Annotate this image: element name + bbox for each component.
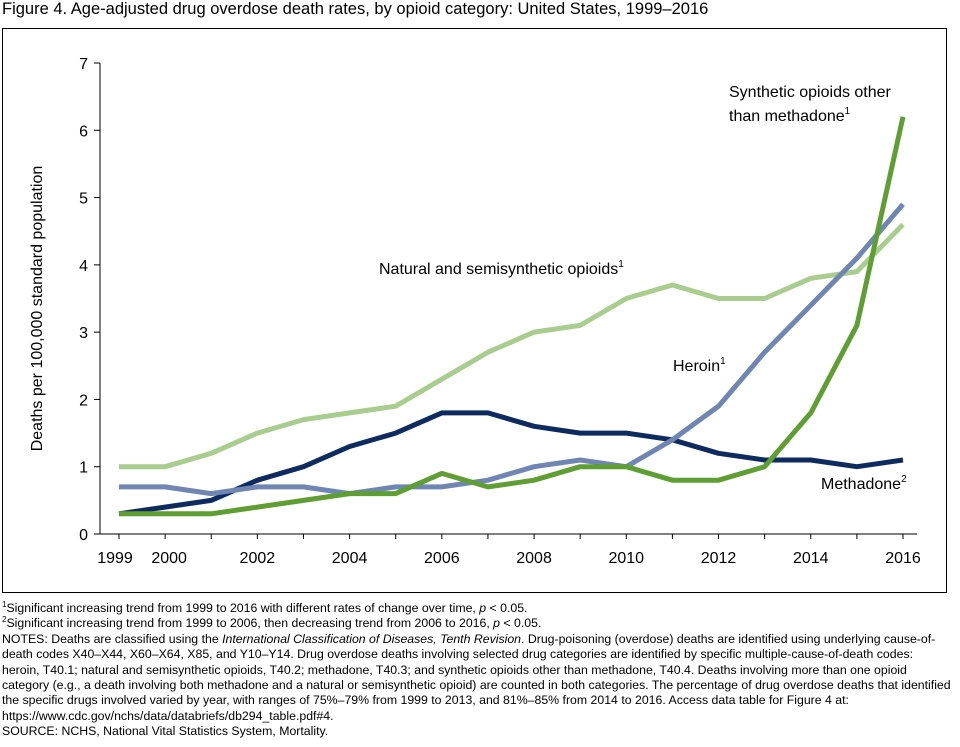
series-label: Natural and semisynthetic opioids1 <box>379 259 624 278</box>
series-label: Synthetic opioids other <box>729 84 892 101</box>
y-axis-label: Deaths per 100,000 standard population <box>29 166 46 452</box>
x-tick-label: 1999 <box>97 550 133 567</box>
figure-title: Figure 4. Age-adjusted drug overdose dea… <box>2 0 709 18</box>
series-footnote-mark: 2 <box>901 474 907 485</box>
x-tick-label: 2012 <box>701 550 737 567</box>
notes-text: NOTES: Deaths are classified using the I… <box>2 631 951 723</box>
series-line-heroin <box>119 202 905 497</box>
series-line-natural-and-semisynthetic-opioids <box>119 222 905 470</box>
y-tick-label: 4 <box>79 258 88 275</box>
x-tick-label: 2008 <box>516 550 552 567</box>
series-line-methadone <box>118 410 904 517</box>
series-line-synthetic-opioids-other-than-methadone <box>119 116 906 517</box>
series-label: Methadone2 <box>821 474 907 493</box>
chart-frame: 0 1 2 3 4 5 6 7 1999 2000 2002 2004 2006 2008 2010 2012… <box>2 28 947 593</box>
series-footnote-mark: 1 <box>720 356 726 367</box>
x-tick-label: 2010 <box>608 550 644 567</box>
x-tick-label: 2006 <box>424 550 460 567</box>
series-label: Heroin1 <box>673 356 726 375</box>
y-tick-label: 7 <box>79 56 88 73</box>
y-tick-label: 1 <box>79 460 88 477</box>
x-tick-label: 2004 <box>332 550 368 567</box>
x-tick-label: 2002 <box>240 550 276 567</box>
x-tick-label: 2000 <box>151 550 187 567</box>
series-footnote-mark: 1 <box>845 106 851 117</box>
series-footnote-mark: 1 <box>618 259 624 270</box>
source-text: SOURCE: NCHS, National Vital Statistics … <box>2 724 329 739</box>
x-tick-label: 2014 <box>793 550 829 567</box>
footnote-1: 1Significant increasing trend from 1999 … <box>2 599 528 615</box>
y-tick-label: 0 <box>79 527 88 544</box>
y-tick-label: 2 <box>79 392 88 409</box>
figure-notes: 1Significant increasing trend from 1999 … <box>2 599 954 740</box>
y-tick-label: 3 <box>79 325 88 342</box>
line-chart: 0 1 2 3 4 5 6 7 1999 2000 2002 2004 2006 2008 2010 2012… <box>29 56 921 567</box>
footnote-2: 2Significant increasing trend from 1999 … <box>2 615 542 631</box>
x-tick-label: 2016 <box>885 550 921 567</box>
y-tick-label: 5 <box>79 191 88 208</box>
series-label: than methadone1 <box>729 106 851 125</box>
y-tick-label: 6 <box>79 123 88 140</box>
